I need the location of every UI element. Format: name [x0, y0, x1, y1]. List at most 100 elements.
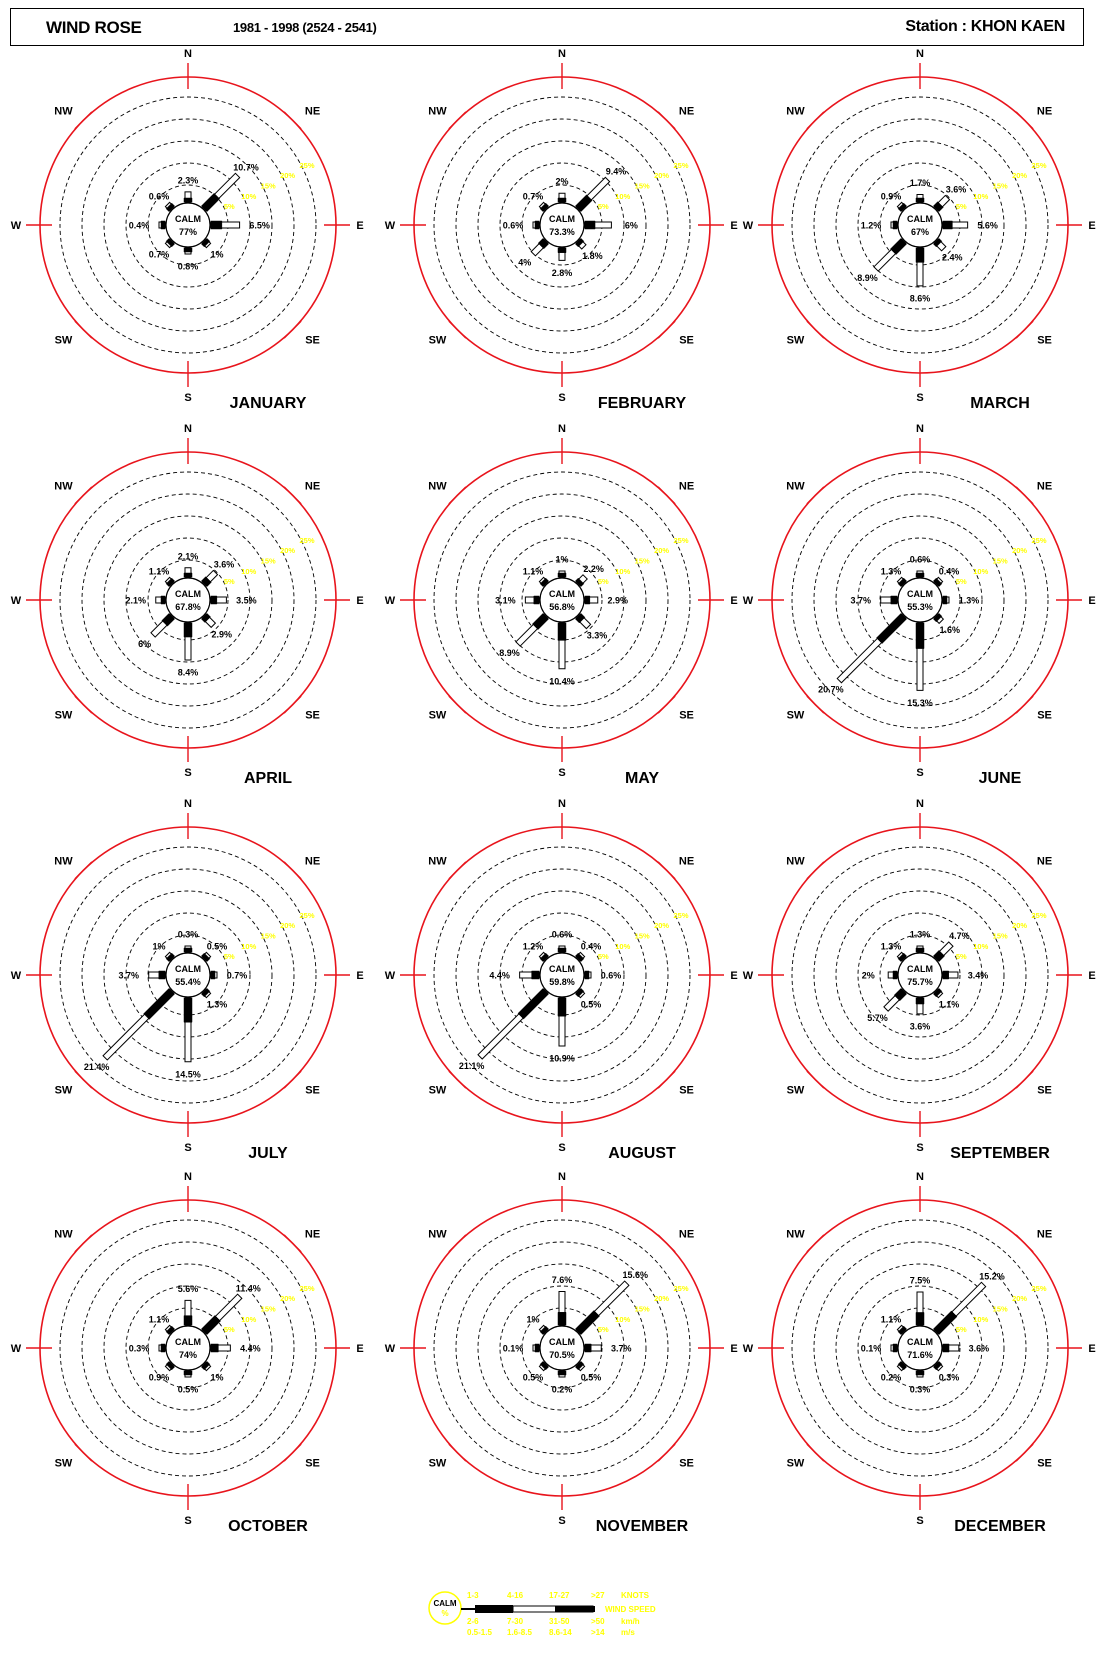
wind-rose-july: N NE E SE S SW W NW 5% 10% 15% 20% 25% 0.3% 0.5% 0.7% 1.…: [11, 798, 364, 1162]
compass-label-sw: SW: [429, 710, 447, 722]
wind-bar-core-e: [210, 595, 218, 605]
compass-tick-sw: [806, 1443, 825, 1462]
rose-ring-4: [81, 868, 295, 1082]
ring-scale-label: 10%: [241, 1315, 256, 1324]
wind-bar-core-ne: [201, 192, 221, 212]
wind-bar-core-ne: [575, 577, 585, 587]
wind-value-label-ne: 15.6%: [623, 1270, 649, 1280]
compass-label-nw: NW: [786, 480, 805, 492]
compass-tick-sw: [806, 1070, 825, 1089]
wind-bar-core-n: [557, 947, 567, 953]
rose-ring-4: [81, 118, 295, 332]
rose-ring-4: [81, 493, 295, 707]
wind-bar-core-ne: [575, 952, 585, 962]
rose-ring-3: [477, 140, 647, 310]
wind-value-label-ne: 0.4%: [581, 942, 602, 952]
wind-value-label-se: 1.3%: [207, 999, 228, 1009]
legend-calm-label: CALM: [433, 1599, 456, 1608]
compass-label-s: S: [184, 392, 191, 404]
compass-label-nw: NW: [786, 855, 805, 867]
wind-value-label-sw: 20.7%: [818, 685, 844, 695]
wind-value-label-n: 0.6%: [910, 555, 931, 565]
wind-value-label-nw: 1.2%: [523, 942, 544, 952]
wind-value-label-nw: 1.3%: [881, 942, 902, 952]
legend-speed-label: 1.6-8.5: [507, 1628, 532, 1637]
legend-calm-value: %: [441, 1609, 448, 1618]
wind-value-label-s: 0.2%: [552, 1385, 573, 1395]
wind-value-label-w: 0.3%: [129, 1344, 150, 1354]
ring-scale-label: 5%: [598, 202, 609, 211]
compass-label-e: E: [356, 970, 363, 982]
ring-scale-label: 15%: [261, 932, 276, 941]
wind-bar-core-sw: [165, 1361, 175, 1371]
calm-value: 74%: [179, 1350, 197, 1360]
wind-bar-core-e: [942, 220, 953, 230]
rose-ring-4: [455, 118, 669, 332]
wind-bar-core-sw: [539, 1361, 549, 1371]
ring-scale-label: 5%: [956, 952, 967, 961]
ring-scale-label: 10%: [973, 1315, 988, 1324]
compass-label-sw: SW: [429, 1085, 447, 1097]
wind-value-label-s: 8.4%: [178, 667, 199, 677]
compass-label-nw: NW: [54, 105, 73, 117]
compass-tick-nw: [806, 486, 825, 505]
compass-label-sw: SW: [787, 710, 805, 722]
compass-label-ne: NE: [1037, 855, 1052, 867]
wind-value-label-nw: 0.6%: [149, 192, 170, 202]
legend-bar-hatch: [555, 1606, 595, 1612]
calm-label: CALM: [175, 1337, 201, 1347]
calm-value: 75.7%: [907, 977, 933, 987]
header-bar: WIND ROSE 1981 - 1998 (2524 - 2541) Stat…: [10, 8, 1084, 46]
wind-value-label-e: 2.9%: [608, 596, 629, 606]
month-label: MARCH: [970, 395, 1030, 412]
wind-rose-january: N NE E SE S SW W NW 5% 10% 15% 20% 25% 2.3% 10.7% 6.5% 1…: [11, 48, 364, 412]
wind-bar-core-se: [933, 238, 943, 248]
wind-bar-core-w: [892, 1343, 898, 1353]
compass-tick-nw: [74, 1234, 93, 1253]
compass-label-se: SE: [305, 335, 320, 347]
calm-circle: [165, 952, 211, 998]
wind-bar-core-n: [557, 197, 567, 203]
wind-bar-core-s: [915, 622, 925, 649]
wind-bar-core-nw: [165, 1325, 175, 1335]
compass-label-nw: NW: [54, 855, 73, 867]
compass-label-n: N: [184, 1171, 192, 1183]
compass-tick-sw: [448, 320, 467, 339]
wind-bar-core-n: [915, 572, 925, 578]
wind-bar-core-e: [942, 595, 948, 605]
wind-value-label-w: 3.7%: [850, 596, 871, 606]
compass-tick-ne: [657, 861, 676, 880]
wind-value-label-w: 2%: [862, 971, 875, 981]
wind-bar-core-nw: [539, 202, 549, 212]
compass-label-w: W: [385, 220, 396, 232]
calm-label: CALM: [907, 1337, 933, 1347]
compass-label-se: SE: [305, 710, 320, 722]
wind-value-label-e: 3.6%: [969, 1344, 990, 1354]
wind-bar-core-w: [160, 595, 166, 605]
wind-value-label-sw: 21.4%: [84, 1062, 110, 1072]
compass-tick-se: [657, 320, 676, 339]
wind-bar-core-se: [933, 613, 943, 623]
compass-tick-sw: [448, 1443, 467, 1462]
wind-bar-core-s: [557, 247, 567, 253]
rose-ring-1: [879, 559, 961, 641]
compass-label-n: N: [184, 423, 192, 435]
legend-speed-label: 1-3: [467, 1591, 479, 1600]
compass-label-sw: SW: [429, 1458, 447, 1470]
rose-ring-5: [59, 96, 317, 354]
rose-ring-5: [791, 471, 1049, 729]
wind-value-label-se: 0.5%: [581, 999, 602, 1009]
wind-value-label-nw: 1.1%: [523, 567, 544, 577]
calm-value: 67.8%: [175, 602, 201, 612]
rose-ring-4: [455, 493, 669, 707]
compass-tick-nw: [448, 1234, 467, 1253]
compass-label-ne: NE: [305, 855, 320, 867]
compass-label-s: S: [184, 1142, 191, 1154]
wind-bar-core-e: [584, 595, 591, 605]
compass-label-w: W: [11, 970, 22, 982]
wind-rose-september: N NE E SE S SW W NW 5% 10% 15% 20% 25% 1.3% 4.7% 3.4% 1.…: [743, 798, 1096, 1162]
compass-tick-sw: [74, 695, 93, 714]
compass-label-s: S: [916, 392, 923, 404]
compass-label-se: SE: [1037, 710, 1052, 722]
wind-bar-core-n: [915, 197, 925, 203]
